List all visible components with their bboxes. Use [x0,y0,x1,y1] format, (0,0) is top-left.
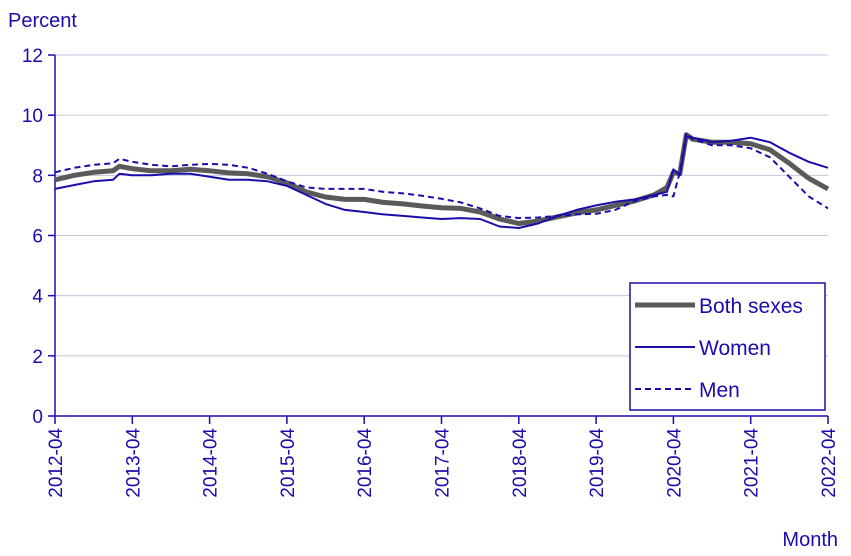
x-tick-label: 2019-04 [587,428,608,498]
series-line-both-sexes [54,132,830,226]
x-tick-label: 2020-04 [664,428,685,498]
y-tick-label: 2 [32,347,43,368]
y-tick-label: 4 [32,287,43,308]
series-line-men [54,132,829,220]
series-line-women [54,135,829,229]
y-tick-label: 12 [22,46,43,67]
axes [48,54,829,424]
x-tick-label: 2013-04 [123,428,144,498]
y-tick-label: 8 [32,166,43,187]
x-tick-label: 2018-04 [510,428,531,498]
x-axis-title: Month [782,529,838,551]
y-axis-title: Percent [8,10,77,32]
series-lines [54,132,830,229]
x-tick-label: 2022-04 [819,428,840,498]
x-tick-label: 2012-04 [46,428,67,498]
legend-label: Both sexes [699,295,803,318]
x-tick-label: 2016-04 [355,428,376,498]
x-tick-labels: 2012-04 2013-04 2014-04 2015-04 2016-04 2017-… [46,428,840,498]
y-tick-label: 10 [22,106,43,127]
legend-label: Women [699,337,771,360]
legend-label: Men [699,379,740,402]
x-tick-label: 2017-04 [433,428,454,498]
legend: Both sexes Women Men [629,282,826,411]
y-tick-label: 0 [32,407,43,428]
y-tick-labels: 0 2 4 6 8 10 12 [22,46,44,428]
x-tick-label: 2014-04 [201,428,222,498]
y-tick-label: 6 [32,227,43,248]
x-tick-label: 2021-04 [742,428,763,498]
x-tick-label: 2015-04 [278,428,299,498]
